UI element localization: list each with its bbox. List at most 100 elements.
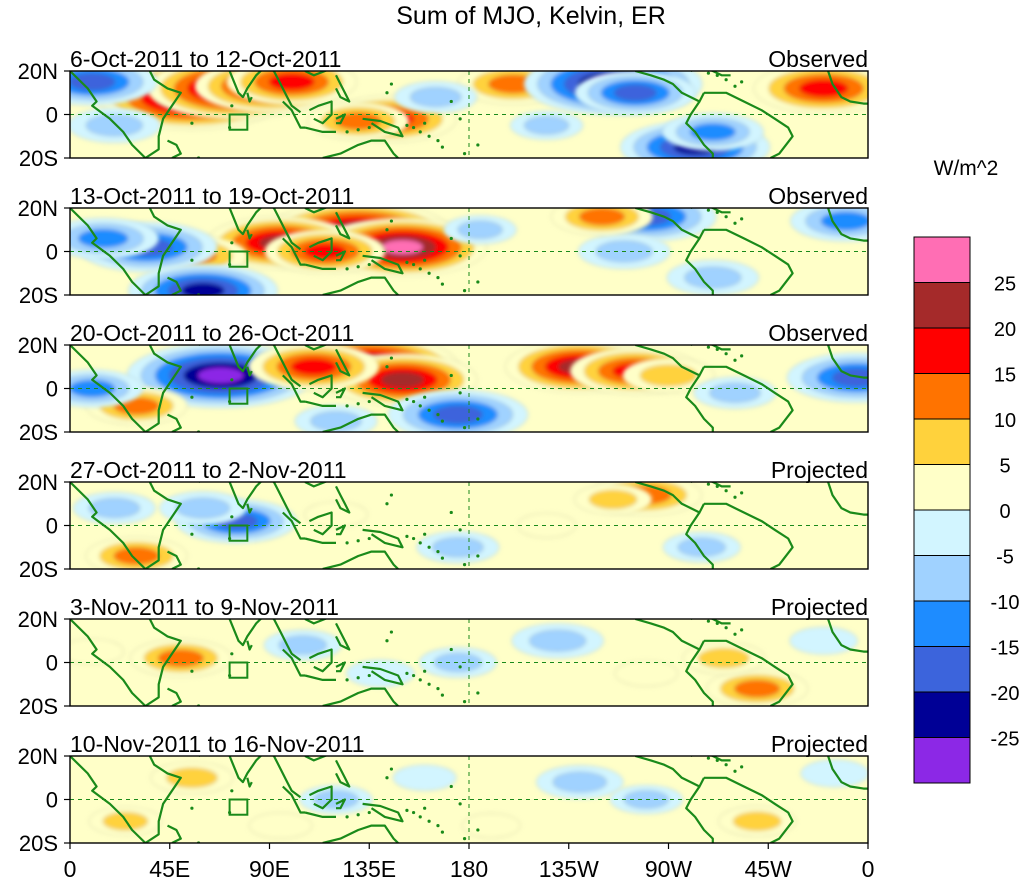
anomaly-feature [622,357,715,394]
coastline [304,345,328,351]
anomaly-feature [304,501,368,528]
coastline [335,759,351,788]
contour-band [613,84,657,101]
island [724,215,728,219]
anomaly-feature [70,107,161,144]
island [427,545,431,549]
island [345,130,349,134]
contour-band [732,811,782,831]
coastline [362,254,404,275]
contour-band [734,679,781,698]
coastline [704,639,794,706]
coastline [308,785,333,810]
y-tick-label: 20S [19,146,58,171]
coastline [362,802,404,823]
island [367,810,371,815]
coastline [634,482,705,514]
island [190,258,194,262]
panel-4: 20N 0 20S 27-Oct-2011 to 2-Nov-2011 Projecte… [18,457,869,582]
coastline [70,619,147,706]
island [389,630,394,634]
colorbar-swatch [913,373,971,420]
island [230,515,234,519]
panels: 20N 0 20S 6-Oct-2011 to 12-Oct-2011 Observed… [18,46,869,856]
island [476,828,480,832]
y-tick-label: 20N [18,744,58,769]
x-tick-label: 45W [745,856,793,882]
contour-band [579,208,625,226]
island [356,676,360,680]
island [190,532,194,536]
island [724,489,728,493]
coastline [282,237,305,266]
panel-status: Observed [768,183,868,209]
coastline [335,211,351,240]
coastline [246,640,253,651]
x-tick-label: 90E [249,856,290,882]
island [190,395,194,399]
coastline [362,117,404,138]
contour-band [70,638,125,665]
coastline [282,374,305,403]
island [418,404,422,408]
anomaly-feature [662,531,741,563]
coastline [70,345,147,432]
coastlines [70,71,868,158]
island [462,563,467,567]
contour-band [181,282,225,295]
island [190,121,194,125]
anomaly-field [70,208,868,295]
island [230,789,234,793]
coastline [308,100,333,125]
coastline [704,91,794,158]
island [418,130,422,134]
coastline [304,208,328,214]
anomaly-feature [789,208,868,242]
island [449,236,453,241]
anomaly-feature [443,214,517,245]
contour-band [88,498,141,519]
anomaly-feature [392,764,457,792]
coastline [246,777,253,788]
island [356,128,360,132]
island [436,824,440,828]
coastline [690,208,731,214]
contour-band [698,648,750,669]
coastline [635,71,705,103]
anomaly-feature [70,217,160,260]
colorbar-label: 0 [999,501,1010,523]
coastline [362,528,404,549]
island [411,399,416,404]
coastline [685,648,714,706]
anomaly-feature [72,491,156,525]
island [440,693,444,697]
anomaly-feature [786,352,868,403]
island [733,358,737,362]
contour-band [268,73,315,91]
colorbar-swatch [913,464,971,511]
contour-band [614,660,679,687]
coastline [635,208,705,240]
coastlines [70,208,868,295]
island [418,678,422,682]
anomaly-feature [753,71,868,114]
coastline [335,485,351,514]
island [462,426,467,430]
y-tick-label: 20N [18,607,58,632]
anomaly-feature [550,208,654,236]
coastline [322,687,399,706]
island [345,404,349,408]
anomaly-feature [263,629,342,661]
coastline [685,100,714,158]
anomaly-feature [127,263,279,295]
island [724,352,728,356]
coastline [704,502,794,569]
island [476,143,480,147]
island [190,669,194,673]
coastline [198,345,302,388]
coastlines [70,345,868,432]
island [733,769,737,773]
contour-band [70,73,116,91]
coastline [685,237,714,295]
